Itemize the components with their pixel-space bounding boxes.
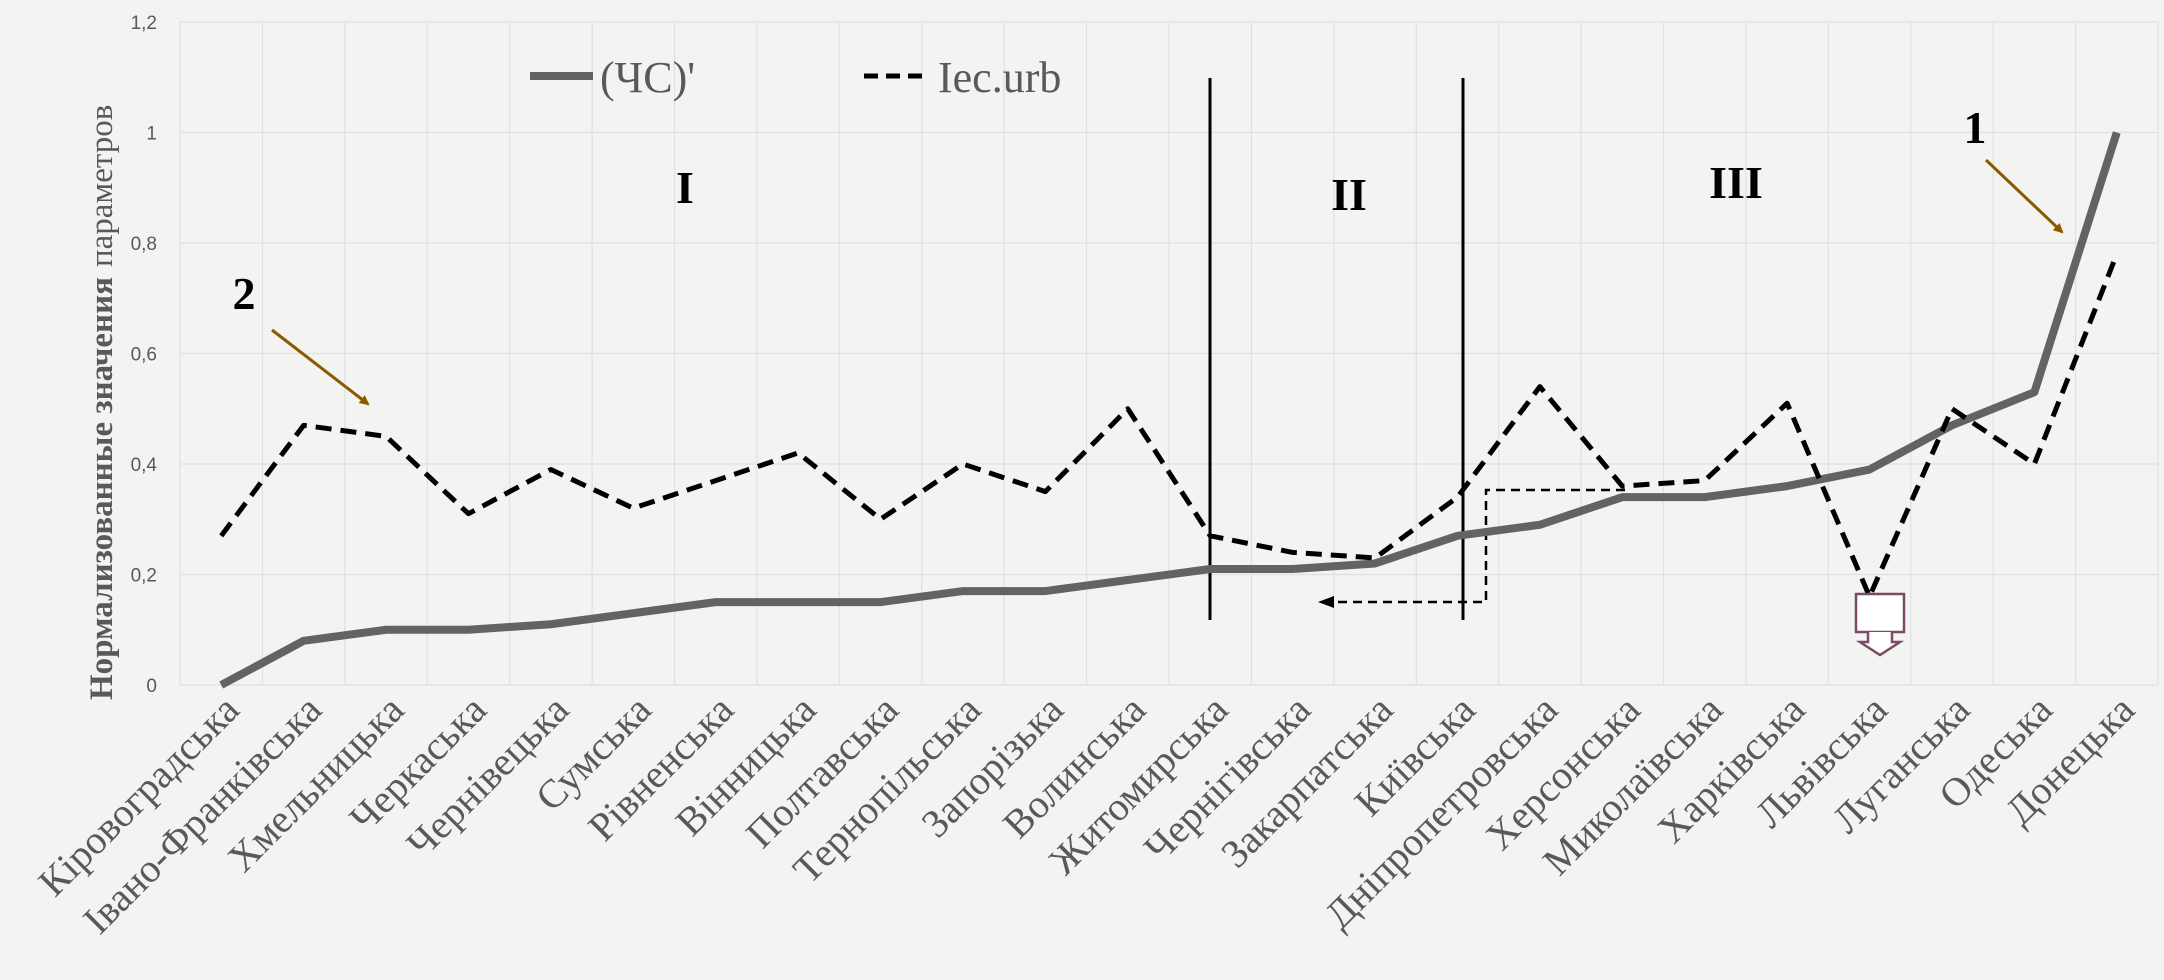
data-point-s0-19 bbox=[1785, 484, 1789, 488]
data-point-s0-0 bbox=[219, 683, 223, 687]
series-line-chs bbox=[219, 131, 2121, 689]
data-point-s1-21 bbox=[1950, 407, 1954, 411]
y-axis-ticks: 0 0,2 0,4 0,6 0,8 1 1,2 bbox=[131, 13, 158, 697]
data-point-s1-22 bbox=[2032, 462, 2036, 466]
data-point-s1-10 bbox=[1043, 490, 1047, 494]
zone-label-3: III bbox=[1709, 157, 1763, 208]
x-axis-ticks: КіровоградськаІвано-ФранківськаХмельниць… bbox=[29, 686, 2143, 942]
data-point-s0-14 bbox=[1373, 561, 1377, 565]
data-point-s1-1 bbox=[302, 423, 306, 427]
bracket-arrow bbox=[1318, 488, 1625, 608]
data-point-s0-18 bbox=[1703, 495, 1707, 499]
data-point-s1-23 bbox=[2115, 252, 2119, 256]
y-axis-title-bold: Нормализованные значения bbox=[84, 277, 120, 700]
y-tick-label: 0,6 bbox=[131, 345, 157, 366]
annotation-label-2: 2 bbox=[233, 268, 256, 319]
y-tick-label: 0,4 bbox=[131, 455, 158, 476]
data-point-s1-15 bbox=[1455, 495, 1459, 499]
annotation-arrow-2 bbox=[271, 328, 370, 406]
series-layer bbox=[219, 131, 2121, 689]
data-point-s0-5 bbox=[631, 611, 635, 615]
y-tick-label: 1,2 bbox=[131, 13, 157, 34]
data-point-s0-20 bbox=[1868, 468, 1872, 472]
y-axis-title-normal: параметров bbox=[84, 105, 120, 267]
annotation-label-1: 1 bbox=[1964, 102, 1987, 153]
zone-label-1: I bbox=[676, 162, 694, 213]
y-tick-label: 0,2 bbox=[131, 566, 157, 587]
svg-text:Нормализованные значенияпараме: Нормализованные значения параметров bbox=[84, 105, 120, 700]
data-point-s1-6 bbox=[714, 479, 718, 483]
data-point-s0-10 bbox=[1043, 589, 1047, 593]
data-point-s1-13 bbox=[1291, 550, 1295, 554]
data-point-s1-17 bbox=[1620, 484, 1624, 488]
y-tick-label: 1 bbox=[146, 124, 157, 145]
data-point-s0-6 bbox=[714, 600, 718, 604]
legend: (ЧС)' Iec.urb bbox=[530, 53, 1061, 102]
data-point-s0-17 bbox=[1620, 495, 1624, 499]
data-point-s1-16 bbox=[1538, 385, 1542, 389]
y-tick-label: 0 bbox=[146, 676, 157, 697]
series-line-iec-urb bbox=[219, 253, 2120, 600]
data-point-s0-13 bbox=[1291, 567, 1295, 571]
data-point-s1-9 bbox=[961, 462, 965, 466]
data-point-s1-7 bbox=[796, 451, 800, 455]
data-point-s0-21 bbox=[1950, 423, 1954, 427]
y-axis-title: Нормализованные значения параметров bbox=[84, 105, 120, 700]
data-point-s0-23 bbox=[2115, 131, 2119, 135]
data-point-s0-1 bbox=[302, 639, 306, 643]
data-point-s1-11 bbox=[1126, 407, 1130, 411]
annotation-arrow-1 bbox=[1984, 158, 2064, 234]
data-point-s0-11 bbox=[1126, 578, 1130, 582]
data-point-s1-2 bbox=[384, 434, 388, 438]
data-point-s0-8 bbox=[879, 600, 883, 604]
legend-label-solid: (ЧС)' bbox=[600, 53, 695, 102]
data-point-s0-4 bbox=[549, 622, 553, 626]
data-point-s0-7 bbox=[796, 600, 800, 604]
legend-label-dashed: Iec.urb bbox=[938, 53, 1061, 102]
data-point-s0-12 bbox=[1208, 567, 1212, 571]
y-tick-label: 0,8 bbox=[131, 234, 157, 255]
grid-lines bbox=[179, 21, 2159, 686]
data-point-s0-22 bbox=[2032, 390, 2036, 394]
data-point-s0-2 bbox=[384, 628, 388, 632]
data-point-s0-9 bbox=[961, 589, 965, 593]
data-point-s1-19 bbox=[1785, 401, 1789, 405]
data-point-s1-12 bbox=[1208, 534, 1212, 538]
data-point-s1-18 bbox=[1703, 479, 1707, 483]
data-point-s0-15 bbox=[1455, 534, 1459, 538]
zone-label-2: II bbox=[1331, 169, 1367, 220]
data-point-s0-16 bbox=[1538, 523, 1542, 527]
data-point-s1-5 bbox=[631, 506, 635, 510]
data-point-s0-3 bbox=[466, 628, 470, 632]
data-point-s1-14 bbox=[1373, 556, 1377, 560]
data-point-s1-3 bbox=[466, 512, 470, 516]
data-point-s1-8 bbox=[879, 517, 883, 521]
data-point-s1-0 bbox=[219, 534, 223, 538]
data-point-s1-4 bbox=[549, 468, 553, 472]
callout-marker bbox=[1854, 592, 1906, 657]
